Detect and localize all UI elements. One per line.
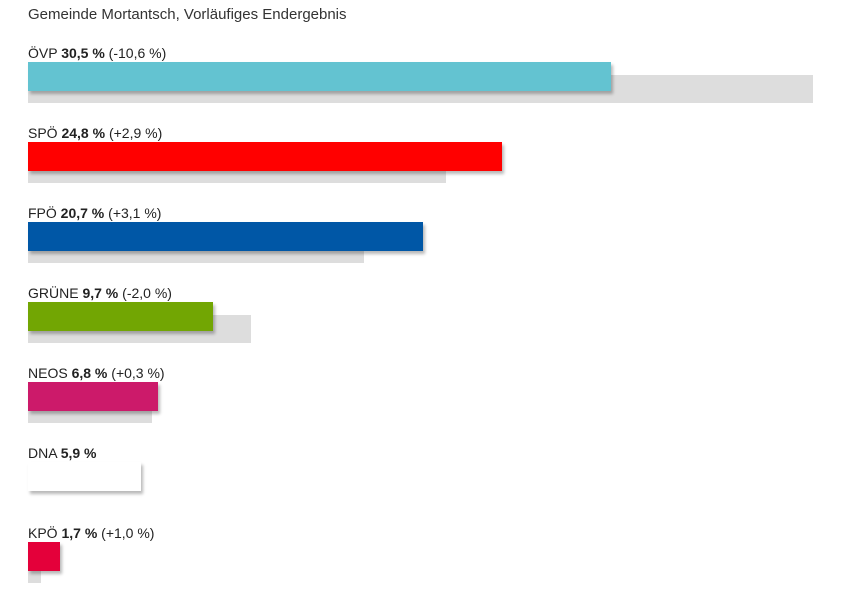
change-label: (+1,0 %) bbox=[97, 525, 155, 541]
value-label: 30,5 % bbox=[61, 45, 105, 61]
value-label: 5,9 % bbox=[60, 445, 97, 461]
current-bar bbox=[28, 302, 214, 331]
value-label: 20,7 % bbox=[60, 205, 105, 221]
change-label: (-2,0 %) bbox=[118, 285, 172, 301]
bar-row-spö: SPÖ 24,8 % (+2,9 %) bbox=[0, 125, 850, 205]
bar-label: KPÖ 1,7 % (+1,0 %) bbox=[28, 525, 154, 541]
value-label: 24,8 % bbox=[61, 125, 106, 141]
bar-row-grüne: GRÜNE 9,7 % (-2,0 %) bbox=[0, 285, 850, 365]
change-label: (-10,6 %) bbox=[104, 45, 167, 61]
party-name: DNA bbox=[28, 445, 61, 461]
current-bar bbox=[28, 462, 141, 491]
party-name: KPÖ bbox=[28, 525, 62, 541]
bar-row-dna: DNA 5,9 % bbox=[0, 445, 850, 525]
bar-row-neos: NEOS 6,8 % (+0,3 %) bbox=[0, 365, 850, 445]
change-label: (+3,1 %) bbox=[104, 205, 162, 221]
value-label: 9,7 % bbox=[82, 285, 119, 301]
value-label: 1,7 % bbox=[61, 525, 98, 541]
current-bar bbox=[28, 382, 158, 411]
current-bar bbox=[28, 142, 502, 171]
bar-label: GRÜNE 9,7 % (-2,0 %) bbox=[28, 285, 172, 301]
bar-label: FPÖ 20,7 % (+3,1 %) bbox=[28, 205, 161, 221]
party-name: NEOS bbox=[28, 365, 72, 381]
change-label: (+0,3 %) bbox=[107, 365, 165, 381]
bar-row-kpö: KPÖ 1,7 % (+1,0 %) bbox=[0, 525, 850, 605]
chart-title: Gemeinde Mortantsch, Vorläufiges Enderge… bbox=[28, 6, 347, 23]
bar-label: ÖVP 30,5 % (-10,6 %) bbox=[28, 45, 166, 61]
current-bar bbox=[28, 62, 611, 91]
party-name: GRÜNE bbox=[28, 285, 83, 301]
bar-row-övp: ÖVP 30,5 % (-10,6 %) bbox=[0, 45, 850, 125]
party-name: SPÖ bbox=[28, 125, 62, 141]
current-bar bbox=[28, 222, 424, 251]
change-label: (+2,9 %) bbox=[105, 125, 163, 141]
bar-label: NEOS 6,8 % (+0,3 %) bbox=[28, 365, 165, 381]
current-bar bbox=[28, 542, 61, 571]
value-label: 6,8 % bbox=[71, 365, 108, 381]
party-name: FPÖ bbox=[28, 205, 61, 221]
bar-row-fpö: FPÖ 20,7 % (+3,1 %) bbox=[0, 205, 850, 285]
bar-label: SPÖ 24,8 % (+2,9 %) bbox=[28, 125, 162, 141]
bar-label: DNA 5,9 % bbox=[28, 445, 97, 461]
party-name: ÖVP bbox=[28, 45, 62, 61]
